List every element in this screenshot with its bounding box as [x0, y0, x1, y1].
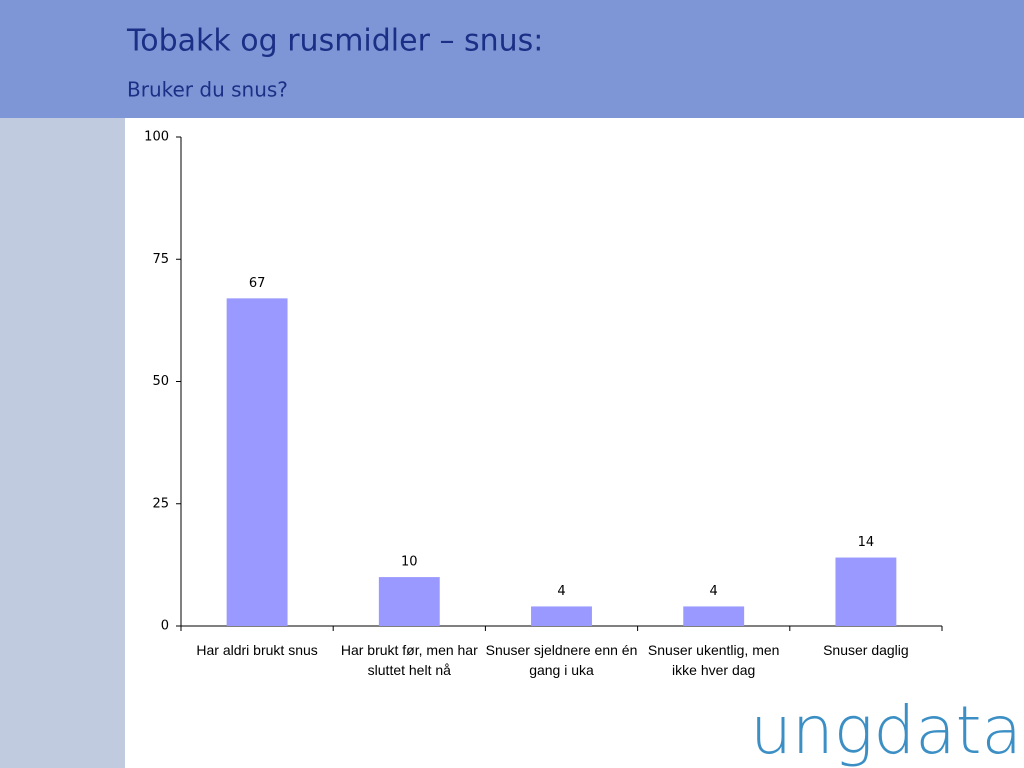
y-tick-label: 25 — [152, 496, 169, 511]
y-tick-label: 50 — [152, 374, 169, 389]
sidebar — [0, 118, 125, 768]
bar — [531, 606, 592, 626]
y-tick-label: 100 — [144, 130, 169, 145]
data-label: 10 — [401, 555, 418, 570]
x-tick-label: Snuser ukentlig, men ikke hver dag — [647, 642, 780, 678]
data-label: 4 — [710, 584, 718, 599]
x-tick-label: Har aldri brukt snus — [196, 642, 318, 658]
logo: ungdata — [750, 692, 1022, 768]
x-tick-label: Har brukt før, men har sluttet helt nå — [340, 642, 478, 678]
bar — [378, 577, 440, 626]
x-tick-label: Snuser daglig — [823, 642, 909, 658]
data-label: 67 — [249, 276, 266, 291]
data-label: 14 — [858, 535, 875, 550]
y-tick-label: 0 — [161, 619, 169, 634]
bar — [683, 606, 745, 626]
x-tick-label: Snuser sjeldnere enn én gang i uka — [485, 642, 638, 678]
chart-title: Tobakk og rusmidler – snus: — [126, 24, 543, 59]
bar — [226, 298, 288, 626]
data-label: 4 — [557, 584, 565, 599]
header-band — [0, 0, 1024, 118]
bar — [835, 557, 897, 626]
y-tick-label: 75 — [152, 252, 169, 267]
chart-subtitle: Bruker du snus? — [127, 78, 288, 102]
